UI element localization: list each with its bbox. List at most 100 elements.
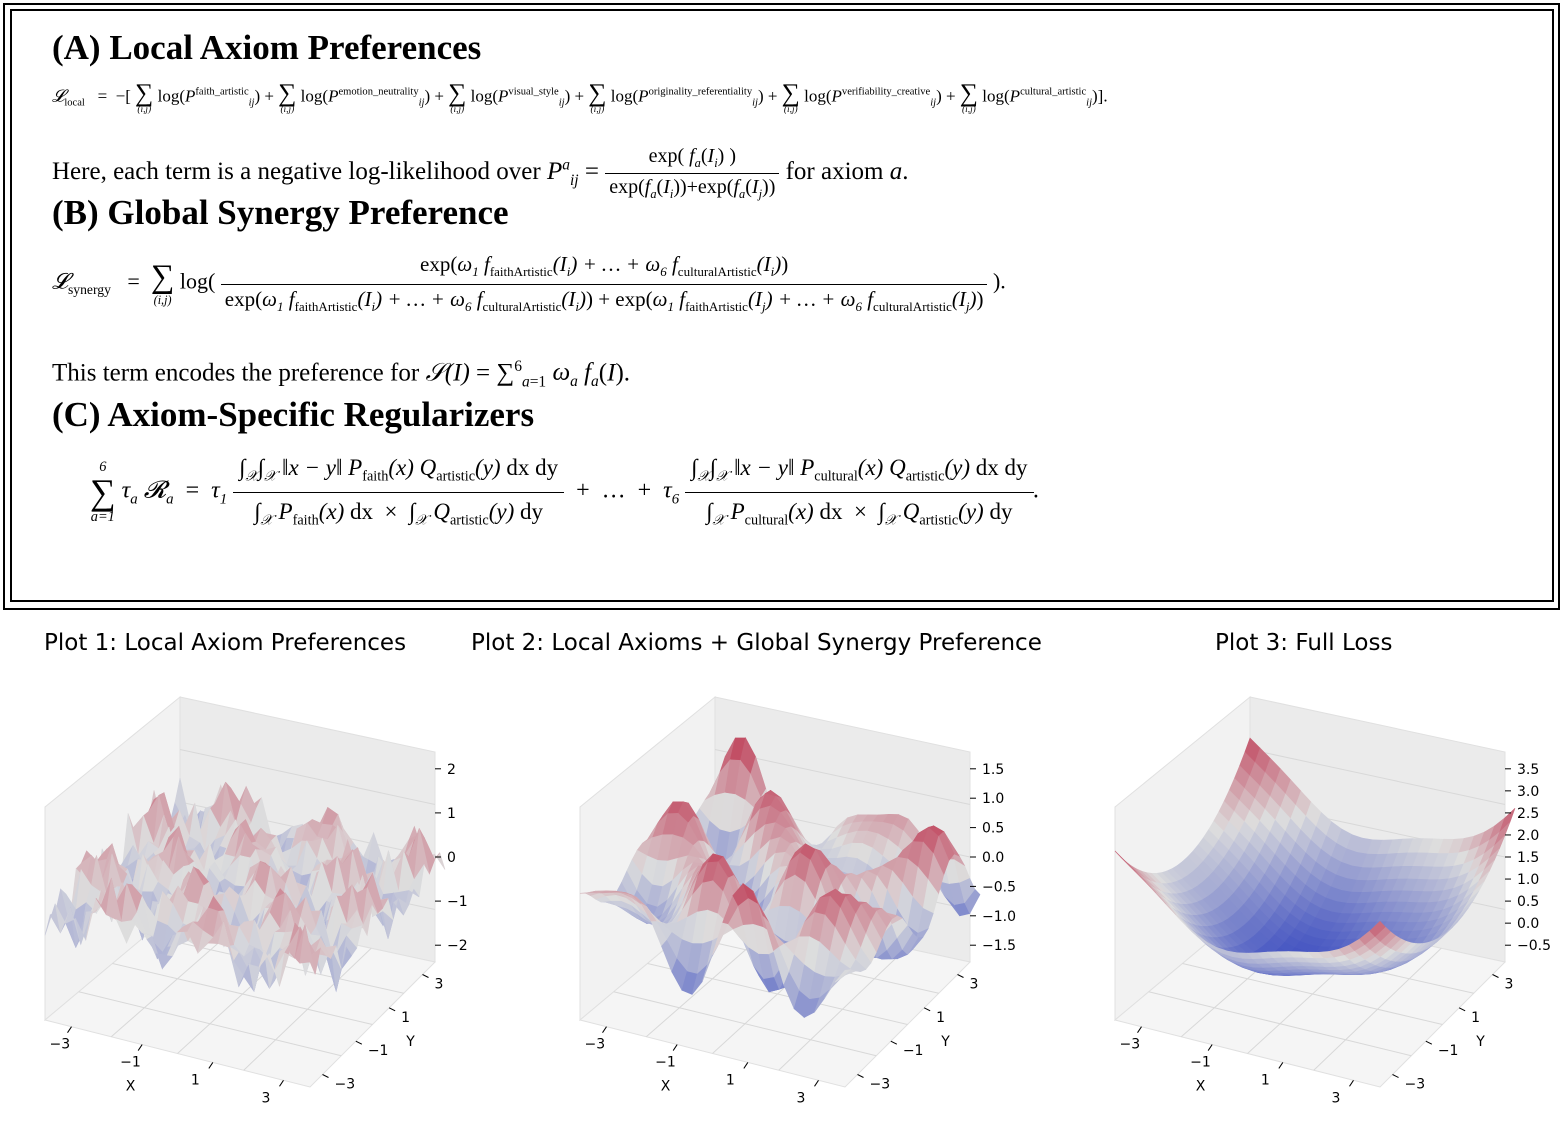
synergy-f6-den2: culturalArtistic: [873, 299, 952, 315]
y-tick-label: 1: [1471, 1010, 1480, 1026]
term-verifiability: verifiability_creative: [841, 86, 931, 98]
reg-artistic-num2: artistic: [905, 468, 945, 485]
outer-frame: [3, 3, 1560, 610]
plot-1: −3 −1 1 3 X 3 1 −1 −3 Y 2 1 0 −1 −2: [43, 695, 468, 1106]
local-sub: local: [64, 97, 85, 109]
reg-faith-num: faith: [362, 468, 389, 485]
reg-faith-den: faith: [292, 512, 319, 529]
y-tick: [857, 1074, 864, 1078]
reg-artistic-den: artistic: [449, 512, 489, 529]
x-tick: [1349, 1080, 1354, 1087]
x-tick-label: −1: [120, 1055, 141, 1071]
term-visual-style: visual_style: [508, 86, 559, 98]
z-tick-label: −2: [447, 938, 468, 954]
z-tick-label: 1.5: [982, 762, 1004, 778]
grid-line: [1182, 963, 1443, 1025]
z-tick-label: −1.0: [982, 909, 1016, 925]
local-loss-equation: 𝓛local = −[ ∑ (i,j) log(Pfaith_artisticij…: [52, 78, 1108, 115]
y-tick-label: −3: [870, 1077, 891, 1093]
z-tick-label: 0: [447, 850, 456, 866]
y-axis-label: Y: [405, 1034, 415, 1050]
z-tick-label: 2.5: [1517, 806, 1539, 822]
x-tick-label: −1: [1190, 1055, 1211, 1071]
grid-line: [179, 749, 436, 805]
x-tick-label: 3: [1332, 1090, 1341, 1106]
inner-frame: [10, 9, 1554, 602]
x-tick-label: −1: [655, 1055, 676, 1071]
x-tick-label: 1: [191, 1072, 200, 1088]
x-tick: [743, 1062, 749, 1069]
y-tick: [957, 974, 964, 978]
regularizer-equation: 6 ∑ a=1 τa 𝓡a = τ1 ∫𝒳∫𝒳 ‖x − y‖ Pfaith(x) …: [90, 455, 1040, 529]
z-tick-label: 0.5: [1517, 894, 1539, 910]
section-a-title: (A) Local Axiom Preferences: [52, 28, 482, 67]
plot-2: −3 −1 1 3 X 3 1 −1 −3 Y 1.5 1.0 0.5 0.0 −0.5 −1.0 −1.5: [578, 695, 1016, 1106]
term-emotion-neutrality: emotion_neutrality: [338, 86, 419, 98]
local-explanation-pre: Here, each term is a negative log-likeli…: [52, 158, 541, 186]
x-tick: [208, 1062, 214, 1069]
reg-cultural-num: cultural: [814, 468, 858, 485]
section-c-title: (C) Axiom-Specific Regularizers: [52, 395, 535, 434]
y-tick: [1392, 1074, 1399, 1078]
synergy-explanation-text: This term encodes the preference for: [52, 359, 420, 387]
y-tick: [355, 1040, 363, 1045]
z-tick-label: 1.5: [1517, 850, 1539, 866]
x-tick: [602, 1026, 607, 1033]
z-tick-label: −0.5: [982, 879, 1016, 895]
x-tick-label: 1: [1261, 1072, 1270, 1088]
y-tick: [388, 1007, 396, 1012]
z-tick-label: 2: [447, 762, 456, 778]
y-tick: [1425, 1040, 1433, 1045]
grid-line: [112, 963, 373, 1025]
x-tick-label: −3: [585, 1037, 606, 1053]
z-tick-label: 2.0: [1517, 828, 1539, 844]
x-tick: [67, 1026, 72, 1033]
y-tick-label: −1: [903, 1043, 924, 1059]
x-tick: [1207, 1044, 1213, 1051]
synergy-f1-num: faithArtistic: [489, 264, 553, 280]
surface-patch: [834, 969, 852, 983]
z-tick-label: 3.5: [1517, 762, 1539, 778]
x-tick-label: 1: [726, 1072, 735, 1088]
y-tick: [1458, 1007, 1466, 1012]
y-tick: [422, 974, 429, 978]
synergy-explanation: This term encodes the preference for 𝒮(I…: [52, 358, 631, 391]
local-explanation: Here, each term is a negative log-likeli…: [52, 145, 909, 201]
reg-artistic-num: artistic: [436, 468, 476, 485]
x-axis-label: X: [661, 1078, 671, 1094]
local-explanation-post: for axiom: [785, 158, 884, 186]
x-tick: [814, 1080, 819, 1087]
surface: [579, 737, 981, 1019]
z-tick-label: −1.5: [982, 938, 1016, 954]
z-tick-label: 0.0: [982, 850, 1004, 866]
grid-line: [778, 947, 907, 1071]
y-tick: [890, 1040, 898, 1045]
y-tick-label: −3: [335, 1077, 356, 1093]
surface-patch: [299, 924, 316, 975]
plot-1-title: Plot 1: Local Axiom Preferences: [44, 630, 407, 656]
x-tick: [137, 1044, 143, 1051]
y-tick-label: −1: [368, 1043, 389, 1059]
grid-line: [714, 749, 971, 805]
synergy-f1-den2: faithArtistic: [685, 299, 748, 315]
term-originality: originality_referentiality: [648, 86, 753, 98]
synergy-f6-den: culturalArtistic: [482, 299, 562, 315]
y-tick: [1492, 974, 1499, 978]
grid-line: [1249, 749, 1506, 805]
term-faith-artistic: faith_artistic: [195, 86, 249, 98]
y-tick-label: 1: [401, 1010, 410, 1026]
y-tick-label: 3: [1505, 977, 1514, 993]
z-tick-label: 0.0: [1517, 916, 1539, 932]
grid-line: [243, 947, 372, 1071]
x-axis-label: X: [126, 1078, 136, 1094]
x-tick: [672, 1044, 678, 1051]
y-tick-label: 1: [936, 1010, 945, 1026]
x-tick: [279, 1080, 284, 1087]
surface-patch: [1369, 920, 1386, 937]
section-b-title: (B) Global Synergy Preference: [52, 193, 509, 232]
z-tick-label: 1: [447, 806, 456, 822]
x-tick-label: 3: [262, 1090, 271, 1106]
y-tick-label: 3: [435, 977, 444, 993]
x-tick-label: 3: [797, 1090, 806, 1106]
y-axis-label: Y: [940, 1034, 950, 1050]
